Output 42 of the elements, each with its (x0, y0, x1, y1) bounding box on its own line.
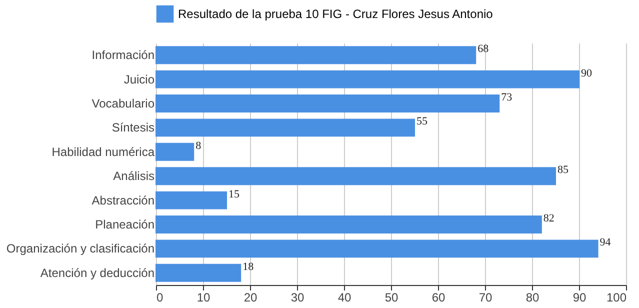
data-label: 85 (558, 164, 569, 176)
x-tick-label: 90 (572, 290, 586, 304)
y-tick-label: Información (92, 48, 154, 62)
data-label: 68 (478, 43, 490, 56)
data-label: 18 (242, 260, 254, 273)
y-tick-label: Planeación (95, 218, 154, 232)
x-tick-label: 50 (384, 290, 398, 304)
y-tick-label: Análisis (113, 169, 154, 184)
x-tick-label: 80 (526, 290, 540, 304)
bar (156, 264, 242, 282)
bar (156, 191, 227, 210)
data-label: 8 (196, 140, 202, 152)
y-tick-label: Síntesis (112, 120, 154, 135)
bar (156, 240, 598, 258)
data-label: 55 (416, 116, 428, 128)
x-tick-label: 40 (338, 290, 352, 304)
data-label: 94 (600, 236, 612, 249)
data-label: 82 (543, 212, 554, 224)
bar (156, 167, 556, 186)
y-tick-label: Habilidad numérica (52, 144, 155, 159)
x-tick-label: 70 (478, 290, 492, 304)
data-label: 15 (228, 188, 240, 200)
data-label: 90 (581, 67, 592, 80)
bar (156, 70, 580, 88)
bar (156, 142, 194, 161)
bar (156, 118, 415, 137)
x-tick-label: 60 (432, 290, 446, 304)
legend-label: Resultado de la prueba 10 FIG - Cruz Flores Jesus Antonio (178, 7, 494, 21)
data-label: 73 (501, 92, 513, 104)
y-tick-label: Atención y deducción (40, 266, 154, 280)
y-tick-label: Abstracción (92, 193, 154, 208)
y-tick-label: Juicio (124, 72, 155, 86)
x-tick-label: 20 (244, 290, 258, 304)
bar (156, 94, 500, 112)
x-tick-label: 100 (606, 290, 627, 304)
y-tick-label: Organización y clasificación (6, 242, 154, 256)
x-tick-label: 0 (156, 290, 164, 304)
bar (156, 216, 542, 234)
x-tick-label: 10 (196, 290, 210, 304)
bar (156, 46, 476, 64)
x-tick-label: 30 (290, 290, 304, 304)
y-tick-label: Vocabulario (92, 96, 155, 110)
